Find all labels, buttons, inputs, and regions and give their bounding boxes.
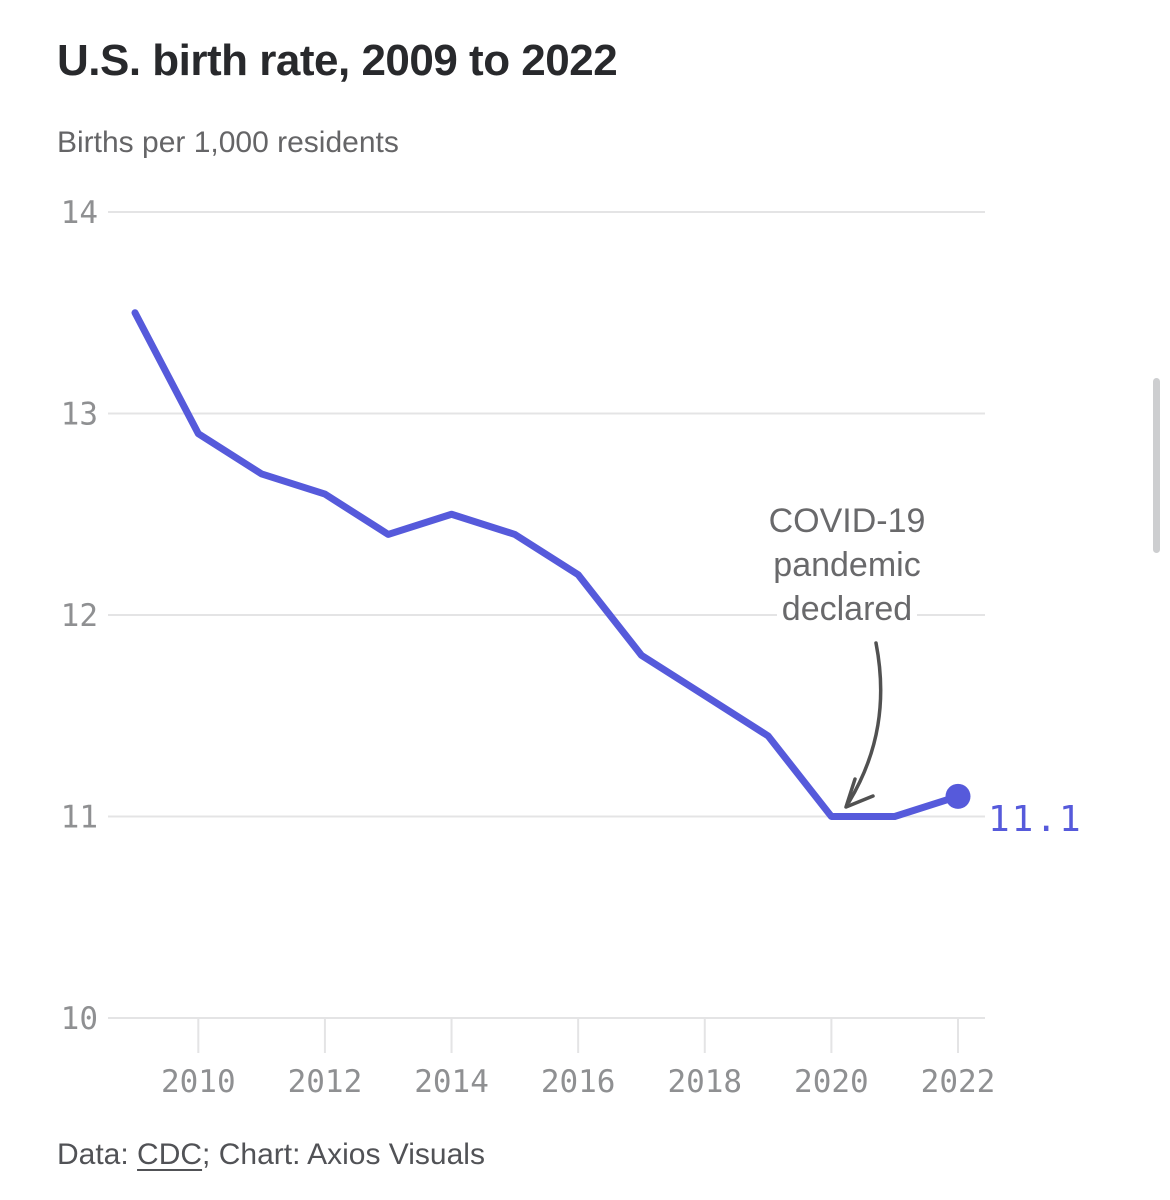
source-prefix: Data:: [57, 1138, 138, 1171]
x-tick-label: 2022: [921, 1064, 996, 1100]
y-tick-label: 11: [61, 800, 98, 836]
series-line: [131, 309, 962, 820]
scrollbar-thumb[interactable]: [1153, 378, 1160, 553]
annotation-arrow: [844, 641, 883, 809]
end-value-label: 11.1: [988, 799, 1083, 840]
annotation-line: declared: [776, 587, 918, 631]
grid-layer: 14 13 12 11 10 2010 2012 2014 2016 2018 2020 2022: [61, 195, 996, 1100]
x-tick-label: 2012: [288, 1064, 363, 1100]
page-title: U.S. birth rate, 2009 to 2022: [57, 36, 618, 85]
annotation-line: pandemic: [768, 543, 926, 587]
credit-suffix: ; Chart: Axios Visuals: [202, 1138, 485, 1171]
x-tick-label: 2018: [667, 1064, 742, 1100]
x-tick-label: 2010: [161, 1064, 236, 1100]
y-tick-label: 13: [61, 397, 98, 433]
covid-annotation: COVID-19 pandemic declared: [687, 499, 1007, 631]
x-tick-label: 2016: [541, 1064, 616, 1100]
series-layer: [131, 309, 971, 820]
annotation-line: COVID-19: [763, 499, 931, 543]
y-tick-label: 10: [61, 1001, 98, 1037]
y-tick-label: 12: [61, 598, 98, 634]
x-tick-label: 2014: [414, 1064, 489, 1100]
y-tick-label: 14: [61, 195, 98, 231]
cdc-link[interactable]: CDC: [137, 1138, 203, 1171]
chart-subtitle: Births per 1,000 residents: [57, 126, 399, 159]
source-credit: Data: CDC; Chart: Axios Visuals: [57, 1138, 485, 1172]
x-tick-label: 2020: [794, 1064, 869, 1100]
end-point-dot: [945, 783, 971, 809]
